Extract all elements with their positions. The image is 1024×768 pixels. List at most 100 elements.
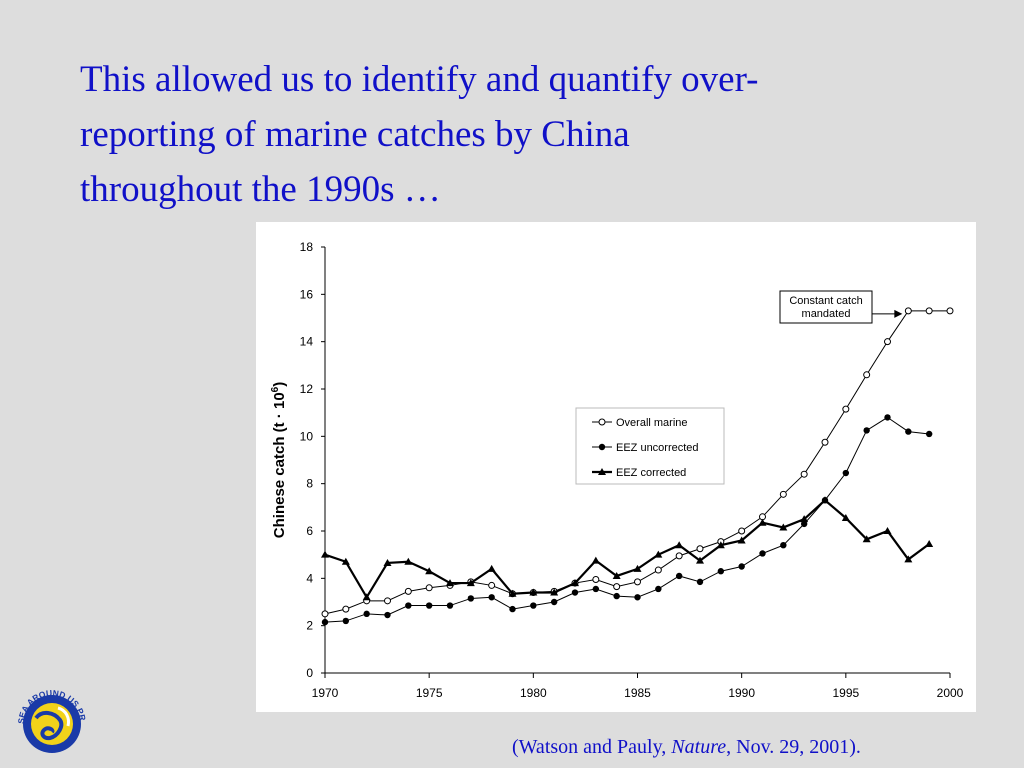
data-point-eez-uncorrected xyxy=(446,602,454,609)
legend-marker-overall-marine xyxy=(598,418,606,426)
legend-marker-eez-corrected xyxy=(598,468,606,475)
data-point-eez-corrected xyxy=(383,558,392,566)
data-point-eez-corrected xyxy=(716,541,725,549)
data-point-eez-uncorrected xyxy=(717,568,725,575)
catch-chart: 0 2 4 6 8 10 12 14 16 18 1970 1975 1980 1985 1990 1995 2… xyxy=(270,240,964,700)
x-tick-label: 1970 xyxy=(312,686,339,700)
data-point-eez-uncorrected xyxy=(384,611,391,619)
data-point-overall-marine xyxy=(884,338,891,346)
data-point-overall-marine xyxy=(738,527,746,535)
data-point-overall-marine xyxy=(384,597,391,605)
legend-label-overall-marine: Overall marine xyxy=(616,417,688,429)
data-point-eez-corrected xyxy=(633,564,642,572)
y-tick-label: 8 xyxy=(306,477,313,491)
data-point-eez-uncorrected xyxy=(405,602,412,609)
data-point-eez-uncorrected xyxy=(530,602,537,609)
data-point-overall-marine xyxy=(779,490,787,498)
data-point-eez-corrected xyxy=(446,579,454,587)
x-tick-label: 1980 xyxy=(520,686,547,700)
data-point-eez-uncorrected xyxy=(905,428,912,435)
series-line-eez-corrected xyxy=(324,498,930,600)
data-point-eez-uncorrected xyxy=(696,578,704,586)
data-point-overall-marine xyxy=(654,566,662,574)
data-point-overall-marine xyxy=(946,307,954,315)
data-point-eez-uncorrected xyxy=(592,585,600,593)
citation-date: , Nov. 29, 2001). xyxy=(726,736,861,758)
data-point-eez-uncorrected xyxy=(425,602,433,609)
data-point-eez-uncorrected xyxy=(571,589,579,596)
data-point-eez-uncorrected xyxy=(863,427,870,434)
y-tick-label: 16 xyxy=(300,287,314,301)
annotation-box xyxy=(779,290,873,324)
data-point-overall-marine xyxy=(842,405,850,413)
data-point-overall-marine xyxy=(592,576,600,584)
data-point-eez-uncorrected xyxy=(321,618,329,626)
y-axis-label-superscript: 6 xyxy=(270,386,281,392)
data-point-overall-marine xyxy=(342,605,350,613)
x-tick-label: 1995 xyxy=(832,686,859,700)
y-axis-label-text: Chinese catch (t · 10 xyxy=(271,392,288,538)
data-point-eez-corrected xyxy=(821,496,829,504)
data-point-eez-corrected xyxy=(800,515,809,523)
annotation-text: Constant catch xyxy=(789,295,862,307)
title-line-1: This allowed us to identify and quantify… xyxy=(80,59,759,100)
y-tick-label: 10 xyxy=(300,429,314,443)
y-tick-label: 14 xyxy=(300,335,314,349)
data-point-eez-corrected xyxy=(466,579,475,587)
annotation-text: mandated xyxy=(802,308,851,320)
data-point-eez-corrected xyxy=(904,555,913,563)
data-point-eez-uncorrected xyxy=(467,595,475,602)
data-point-eez-corrected xyxy=(591,556,600,564)
data-point-overall-marine xyxy=(696,545,704,553)
data-point-eez-corrected xyxy=(612,571,621,579)
citation: (Watson and Pauly, Nature, Nov. 29, 2001… xyxy=(512,736,861,759)
data-point-eez-corrected xyxy=(925,540,934,548)
data-point-overall-marine xyxy=(488,581,496,589)
y-tick-label: 6 xyxy=(306,524,313,538)
citation-journal: Nature xyxy=(671,736,727,758)
data-point-eez-corrected xyxy=(550,588,559,596)
data-point-eez-corrected xyxy=(321,550,329,558)
data-point-eez-uncorrected xyxy=(613,592,620,600)
data-point-overall-marine xyxy=(675,552,683,560)
series-line-eez-uncorrected xyxy=(324,416,930,623)
data-point-eez-uncorrected xyxy=(550,598,558,606)
data-point-overall-marine xyxy=(613,583,621,591)
data-point-eez-corrected xyxy=(758,518,767,526)
y-tick-label: 18 xyxy=(300,240,314,254)
data-point-eez-uncorrected xyxy=(925,430,933,438)
title-line-2: reporting of marine catches by China xyxy=(80,114,630,155)
y-tick-label: 0 xyxy=(306,666,313,680)
y-axis-label-suffix: ) xyxy=(271,382,288,387)
data-point-eez-corrected xyxy=(487,564,496,572)
x-tick-label: 1985 xyxy=(624,686,651,700)
data-point-eez-uncorrected xyxy=(842,469,850,477)
slide-title: This allowed us to identify and quantify… xyxy=(80,52,980,217)
data-point-eez-uncorrected xyxy=(509,605,516,613)
data-point-eez-uncorrected xyxy=(655,585,662,593)
sea-around-us-logo: SEA AROUND US PROJECT xyxy=(14,684,88,753)
data-point-eez-corrected xyxy=(404,557,413,565)
data-point-overall-marine xyxy=(925,307,933,315)
citation-authors: (Watson and Pauly, xyxy=(512,736,672,758)
data-point-overall-marine xyxy=(904,307,912,315)
title-line-3: throughout the 1990s … xyxy=(80,169,441,210)
data-point-eez-corrected xyxy=(862,535,871,543)
data-point-eez-corrected xyxy=(841,513,850,521)
data-point-eez-uncorrected xyxy=(759,550,766,557)
data-point-eez-uncorrected xyxy=(675,572,683,580)
data-point-eez-corrected xyxy=(425,567,434,575)
data-point-eez-corrected xyxy=(883,527,892,534)
x-tick-label: 1990 xyxy=(728,686,755,700)
x-tick-label: 2000 xyxy=(937,686,964,700)
data-point-eez-corrected xyxy=(654,550,663,558)
y-tick-label: 12 xyxy=(300,382,314,396)
legend-label-eez-uncorrected: EEZ uncorrected xyxy=(616,442,699,454)
data-point-eez-corrected xyxy=(696,556,704,564)
data-point-eez-corrected xyxy=(529,588,538,596)
data-point-eez-corrected xyxy=(341,557,350,565)
data-point-overall-marine xyxy=(821,438,829,446)
series-eez-uncorrected xyxy=(321,414,933,626)
data-point-overall-marine xyxy=(800,470,808,478)
y-tick-label: 4 xyxy=(306,571,313,585)
